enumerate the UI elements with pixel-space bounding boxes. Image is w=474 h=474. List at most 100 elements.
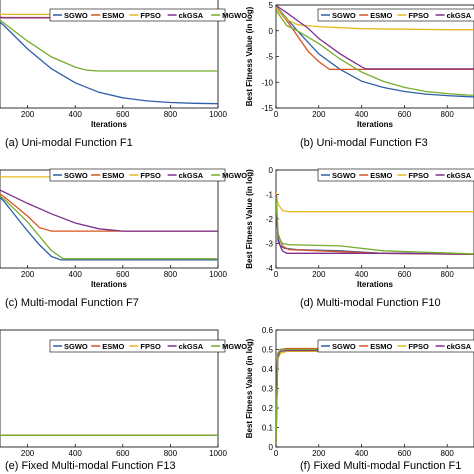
plot-frame [0, 169, 219, 269]
y-tick-label: -2 [266, 215, 274, 224]
panel-caption: (a) Uni-modal Function F1 [5, 137, 133, 149]
y-tick-label: -15 [261, 104, 273, 113]
y-tick-label: 0 [269, 166, 274, 175]
legend-label: ESMO [102, 11, 124, 20]
legend-label: ESMO [370, 342, 392, 351]
x-tick-label: 1000 [209, 449, 227, 458]
x-tick-label: 800 [164, 449, 178, 458]
legend-label: MGWO [222, 11, 247, 20]
panel-caption: (e) Fixed Multi-modal Function F13 [5, 460, 176, 472]
y-tick-label: 0.3 [262, 385, 274, 394]
x-tick-label: 800 [164, 110, 178, 119]
legend-label: MGWO [222, 171, 247, 180]
x-tick-label: 200 [312, 449, 326, 458]
panel-caption: (d) Multi-modal Function F10 [300, 297, 441, 309]
x-tick-label: 400 [355, 110, 369, 119]
y-tick-label: 0.4 [262, 365, 274, 374]
y-tick-label: 0.5 [262, 346, 274, 355]
legend-label: ckGSA [447, 171, 472, 180]
series-line-mgwo [276, 196, 474, 255]
y-tick-label: 0 [269, 443, 274, 452]
x-axis-label: Iterations [91, 280, 128, 289]
legend-label: ckGSA [179, 342, 204, 351]
y-tick-label: -1 [266, 191, 274, 200]
x-tick-label: 200 [312, 110, 326, 119]
legend-label: SGWO [332, 342, 356, 351]
legend-label: FPSO [408, 342, 429, 351]
chart-panel: 200 400 600 800 1000 SGWO ESMO FPSO ckGSA MGWO (e)… [0, 329, 247, 472]
x-tick-label: 600 [398, 449, 412, 458]
series-line-esmo [0, 193, 218, 232]
x-tick-label: 600 [398, 110, 412, 119]
panel-caption: (f) Fixed Multi-modal Function F1 [300, 460, 461, 472]
panel-caption: (c) Multi-modal Function F7 [5, 297, 139, 309]
legend-box [317, 339, 474, 353]
legend-label: ESMO [102, 171, 124, 180]
series-line-sgwo [276, 5, 474, 98]
panel-caption: (b) Uni-modal Function F3 [300, 137, 428, 149]
legend-label: MGWO [222, 342, 247, 351]
y-tick-label: 0.1 [262, 424, 274, 433]
plot-frame [275, 169, 474, 269]
series-line-mgwo [0, 19, 218, 72]
y-axis-label: Best Fitness Value (in log) [245, 338, 254, 438]
legend-label: FPSO [408, 171, 429, 180]
series-line-sgwo [0, 196, 218, 261]
x-tick-label: 0 [274, 110, 279, 119]
legend-label: FPSO [140, 11, 161, 20]
legend-label: ckGSA [447, 342, 472, 351]
legend-label: FPSO [408, 11, 429, 20]
y-tick-label: 0.6 [262, 326, 274, 335]
x-tick-label: 600 [116, 449, 130, 458]
legend-label: SGWO [64, 11, 88, 20]
legend-label: SGWO [64, 342, 88, 351]
y-tick-label: 0.2 [262, 404, 274, 413]
x-tick-label: 400 [69, 449, 83, 458]
legend-label: SGWO [332, 11, 356, 20]
x-tick-label: 1000 [209, 270, 227, 279]
series-line-mgwo [0, 195, 218, 260]
x-tick-label: 800 [164, 270, 178, 279]
x-tick-label: 200 [21, 449, 35, 458]
y-tick-label: -3 [266, 240, 274, 249]
x-tick-label: 200 [21, 110, 35, 119]
legend-label: ESMO [370, 171, 392, 180]
series-line-mgwo [276, 9, 474, 96]
x-tick-label: 200 [21, 270, 35, 279]
legend-label: ckGSA [179, 11, 204, 20]
x-tick-label: 1000 [209, 110, 227, 119]
x-tick-label: 0 [274, 270, 279, 279]
x-tick-label: 400 [355, 449, 369, 458]
series-line-sgwo [0, 21, 218, 105]
x-axis-label: Iterations [357, 120, 394, 129]
legend-label: SGWO [64, 171, 88, 180]
y-axis-label: Best Fitness Value (in log) [245, 169, 254, 269]
y-axis-label: Best Fitness Value (in log) [245, 6, 254, 106]
x-tick-label: 600 [398, 270, 412, 279]
x-tick-label: 400 [69, 110, 83, 119]
series-line-ckgsa [0, 189, 218, 232]
legend-label: ESMO [370, 11, 392, 20]
x-tick-label: 400 [69, 270, 83, 279]
legend-label: SGWO [332, 171, 356, 180]
x-tick-label: 0 [274, 449, 279, 458]
x-tick-label: 800 [441, 270, 455, 279]
x-tick-label: 600 [116, 270, 130, 279]
legend: SGWO ESMO FPSO ckGSA MGWO [49, 8, 247, 22]
x-tick-label: 400 [355, 270, 369, 279]
chart-panel: 0 200 400 600 800 0 0.1 0.2 0.3 0.4 0.5 0.6 Best Fit… [245, 326, 474, 472]
legend-label: ckGSA [447, 11, 472, 20]
chart-panel: 200 400 600 800 1000 Iterations SGWO ESMO FPSO ck… [0, 0, 247, 149]
series-group [276, 191, 474, 255]
chart-panel: 0 200 400 600 800 -4 -3 -2 -1 0 Iterations Best Fit… [245, 166, 474, 309]
series-group [276, 5, 474, 98]
y-tick-label: 5 [269, 1, 274, 10]
series-line-ckgsa [276, 194, 474, 255]
chart-panel: 0 200 400 600 800 -15 -10 -5 0 5 Iterations Best Fi… [245, 1, 474, 149]
legend-label: FPSO [140, 171, 161, 180]
